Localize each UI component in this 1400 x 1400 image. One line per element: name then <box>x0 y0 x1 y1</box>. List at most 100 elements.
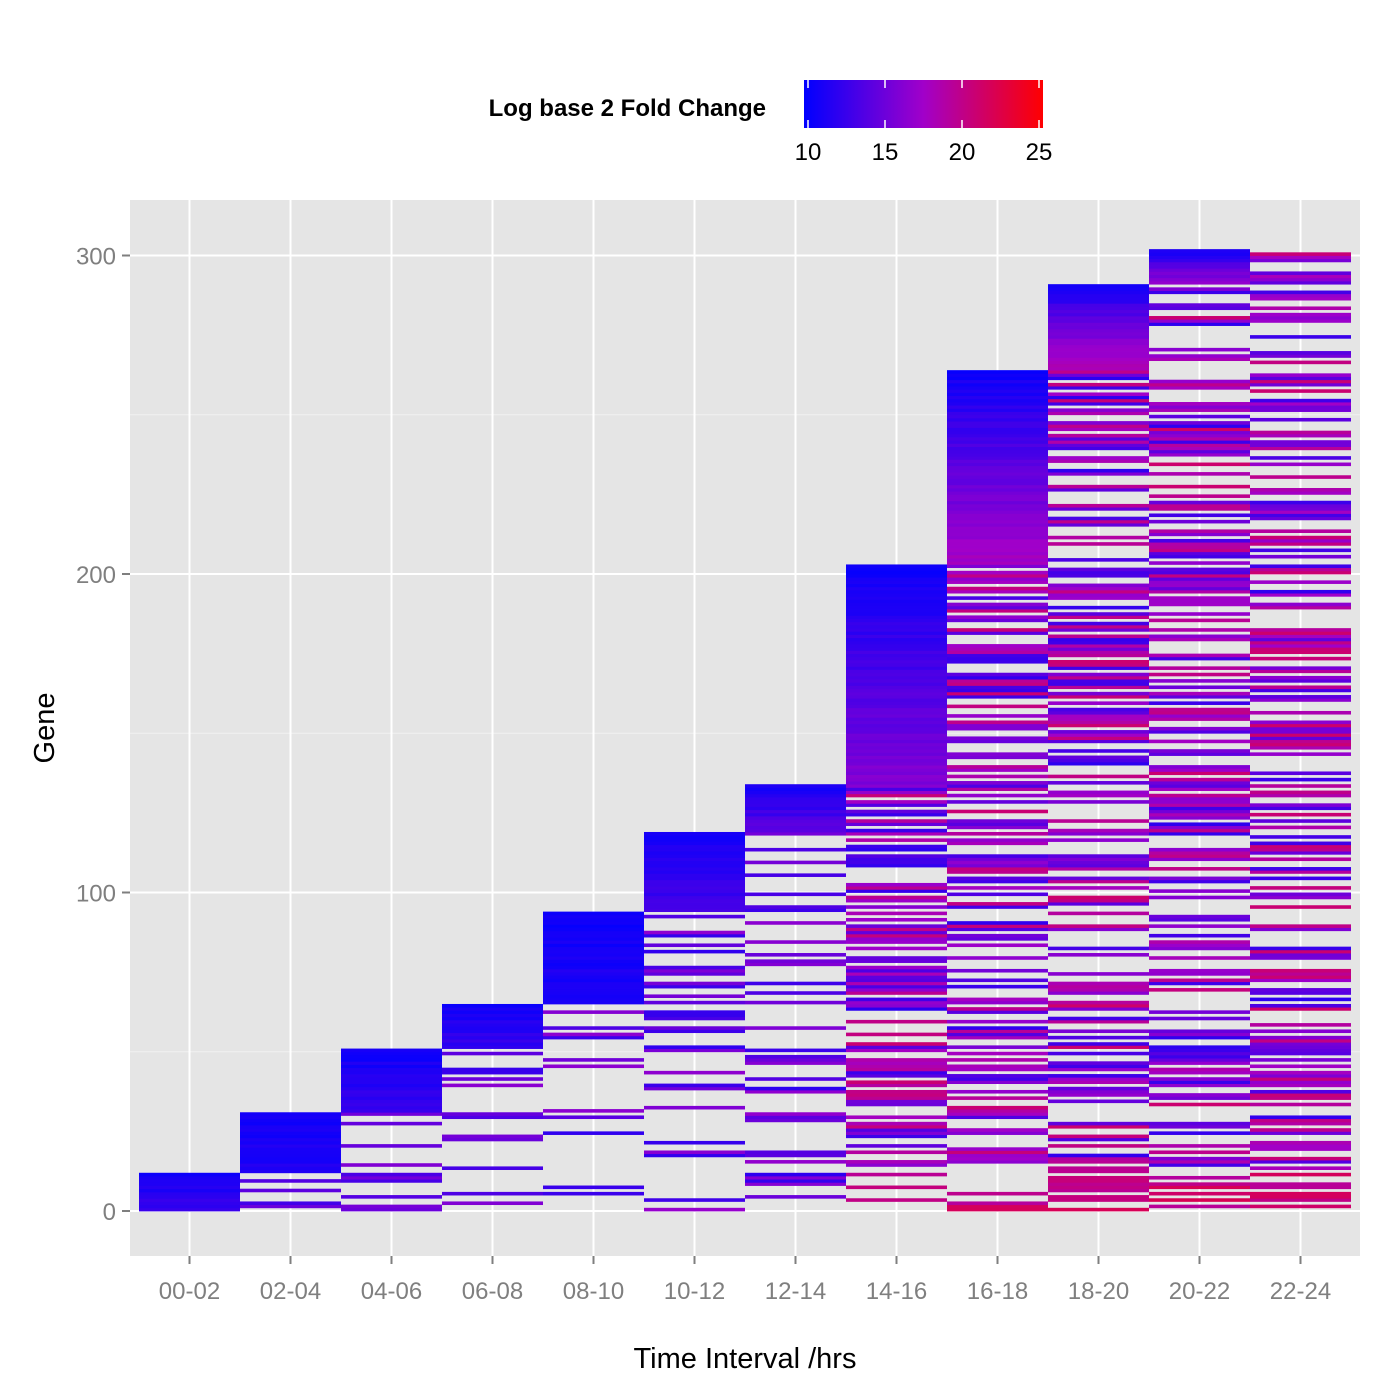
heatmap-tile <box>846 1093 947 1097</box>
heatmap-tile <box>543 988 644 992</box>
heatmap-tile <box>1250 806 1351 811</box>
heatmap-tile <box>745 819 846 823</box>
heatmap-tile <box>1149 277 1250 282</box>
heatmap-tile <box>745 892 846 897</box>
heatmap-tile <box>240 1115 341 1120</box>
heatmap-tile <box>846 930 947 935</box>
heatmap-tile <box>745 953 846 957</box>
heatmap-tile <box>846 965 947 970</box>
heatmap-tile <box>543 994 644 999</box>
heatmap-tile <box>846 752 947 756</box>
heatmap-tile <box>1048 736 1149 741</box>
heatmap-tile <box>1250 593 1351 597</box>
heatmap-tile <box>846 927 947 932</box>
heatmap-tile <box>1250 1035 1351 1040</box>
heatmap-tile <box>1250 510 1351 514</box>
heatmap-tile <box>139 1182 240 1186</box>
heatmap-tile <box>846 1019 947 1024</box>
heatmap-tile <box>846 567 947 572</box>
heatmap-tile <box>745 1118 846 1123</box>
heatmap-tile <box>1149 787 1250 791</box>
heatmap-tile <box>1149 825 1250 830</box>
heatmap-tile <box>1048 1067 1149 1072</box>
heatmap-tile <box>644 882 745 887</box>
heatmap-tile <box>341 1083 442 1088</box>
heatmap-tile <box>846 730 947 734</box>
heatmap-tile <box>139 1198 240 1202</box>
heatmap-tile <box>644 873 745 877</box>
heatmap-tile <box>1250 430 1351 435</box>
heatmap-tile <box>1250 1115 1351 1120</box>
heatmap-tile <box>543 1185 644 1190</box>
heatmap-tile <box>947 609 1048 613</box>
heatmap-tile <box>1048 679 1149 683</box>
heatmap-tile <box>1250 507 1351 511</box>
heatmap-tile <box>1250 1064 1351 1069</box>
heatmap-tile <box>947 902 1048 906</box>
heatmap-tile <box>1250 440 1351 444</box>
heatmap-tile <box>745 1153 846 1158</box>
heatmap-tile <box>1048 730 1149 734</box>
heatmap-tile <box>1048 354 1149 358</box>
heatmap-tile <box>341 1080 442 1084</box>
heatmap-tile <box>1250 443 1351 447</box>
heatmap-tile <box>341 1112 442 1116</box>
heatmap-tile <box>1149 414 1250 419</box>
heatmap-tile <box>1149 1131 1250 1135</box>
heatmap-tile <box>1250 1051 1351 1056</box>
heatmap-tile <box>1250 946 1351 951</box>
heatmap-tile <box>1048 433 1149 438</box>
heatmap-tile <box>1048 972 1149 976</box>
heatmap-tile <box>947 1150 1048 1155</box>
heatmap-tile <box>1250 847 1351 852</box>
heatmap-tile <box>947 456 1048 460</box>
heatmap-tile <box>1048 682 1149 686</box>
heatmap-tile <box>1048 392 1149 397</box>
heatmap-tile <box>1149 679 1250 683</box>
heatmap-tile <box>947 714 1048 718</box>
heatmap-tile <box>1048 854 1149 858</box>
heatmap-tile <box>1048 1125 1149 1129</box>
heatmap-tile <box>846 838 947 842</box>
heatmap-tile <box>947 408 1048 412</box>
heatmap-tile <box>947 723 1048 728</box>
heatmap-tile <box>846 793 947 798</box>
heatmap-tile <box>341 1089 442 1094</box>
heatmap-tile <box>1149 822 1250 827</box>
heatmap-tile <box>1149 806 1250 811</box>
heatmap-tile <box>644 930 745 935</box>
heatmap-tile <box>1048 1144 1149 1148</box>
heatmap-tile <box>846 1172 947 1177</box>
heatmap-tile <box>1048 535 1149 540</box>
heatmap-tile <box>947 1080 1048 1084</box>
heatmap-tile <box>1048 1051 1149 1056</box>
heatmap-tile <box>947 507 1048 511</box>
heatmap-tile <box>846 787 947 791</box>
heatmap-tile <box>1149 981 1250 986</box>
heatmap-tile <box>745 1086 846 1091</box>
heatmap-tile <box>1048 774 1149 779</box>
heatmap-tile <box>1048 558 1149 562</box>
heatmap-tile <box>846 828 947 833</box>
heatmap-tile <box>1149 379 1250 384</box>
heatmap-tile <box>846 997 947 1002</box>
heatmap-tile <box>947 1096 1048 1100</box>
heatmap-tile <box>846 691 947 696</box>
heatmap-tile <box>1149 978 1250 983</box>
heatmap-tile <box>947 452 1048 457</box>
heatmap-tile <box>1149 382 1250 387</box>
heatmap-tile <box>644 870 745 874</box>
heatmap-tile <box>846 720 947 725</box>
heatmap-tile <box>947 879 1048 884</box>
heatmap-tile <box>846 650 947 655</box>
heatmap-tile <box>846 707 947 712</box>
heatmap-tile <box>1149 1125 1250 1129</box>
heatmap-tile <box>846 1067 947 1072</box>
heatmap-tile <box>1250 1156 1351 1161</box>
heatmap-tile <box>947 787 1048 791</box>
heatmap-tile <box>1048 650 1149 655</box>
heatmap-tile <box>1048 911 1149 916</box>
heatmap-tile <box>1048 800 1149 804</box>
heatmap-tile <box>1048 781 1149 785</box>
heatmap-tile <box>1149 1096 1250 1100</box>
